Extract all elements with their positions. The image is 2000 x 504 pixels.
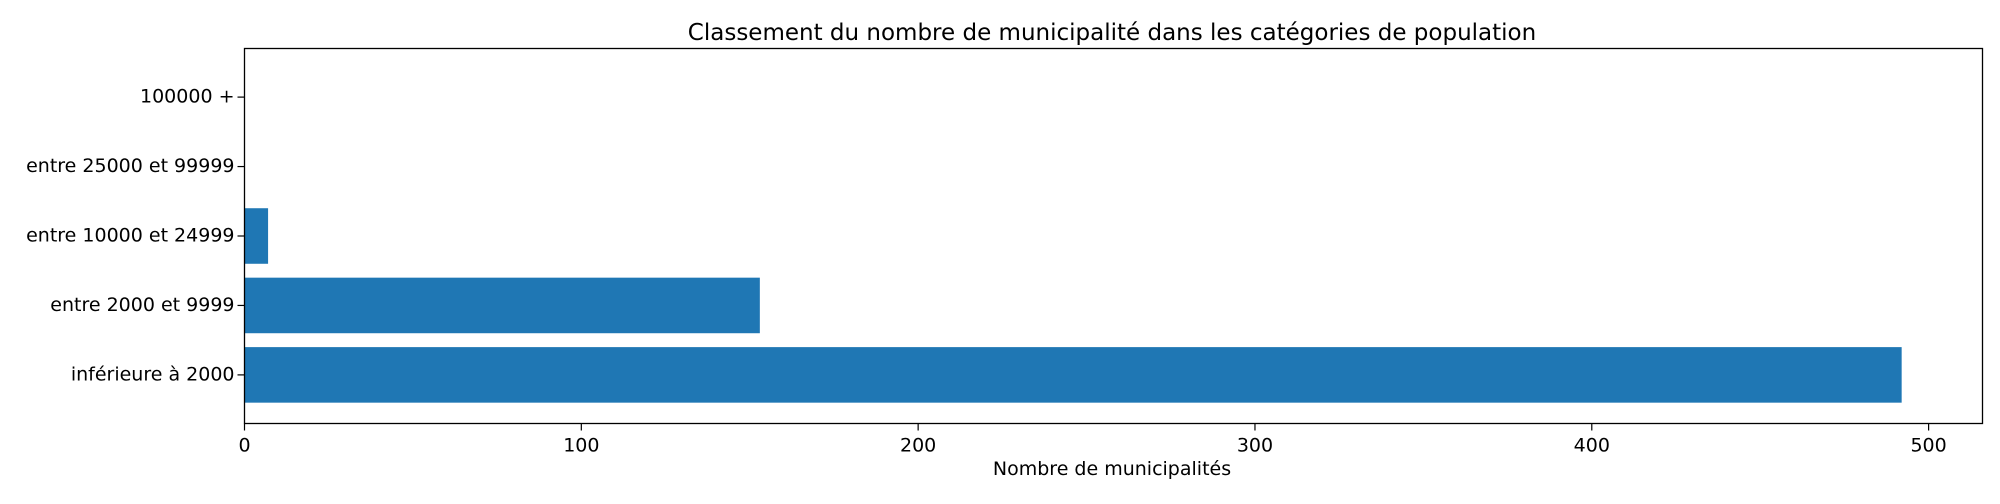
y-tick-label: entre 25000 et 99999 [26,155,234,177]
x-tick-label: 400 [1574,435,1610,457]
x-tick-label: 200 [900,435,936,457]
x-tick-label: 300 [1237,435,1273,457]
bar [244,347,1902,403]
y-tick-label: entre 10000 et 24999 [26,225,234,247]
x-axis-ticks: 0 100 200 300 400 500 [238,423,1947,457]
y-tick-label: inférieure à 2000 [71,363,235,385]
x-tick-label: 500 [1910,435,1946,457]
x-axis-label: Nombre de municipalités [993,458,1231,480]
x-tick-label: 0 [238,435,250,457]
y-axis-ticks: inférieure à 2000 entre 2000 et 9999 entre… [26,86,245,385]
x-tick-label: 100 [563,435,599,457]
plot-area-frame [243,47,1984,425]
y-tick-label: 100000 + [140,86,235,108]
y-tick-label: entre 2000 et 9999 [50,294,234,316]
bar [244,277,760,334]
bars-group [244,208,1902,403]
bar [244,208,269,264]
chart-title: Classement du nombre de municipalité dan… [688,20,1536,46]
